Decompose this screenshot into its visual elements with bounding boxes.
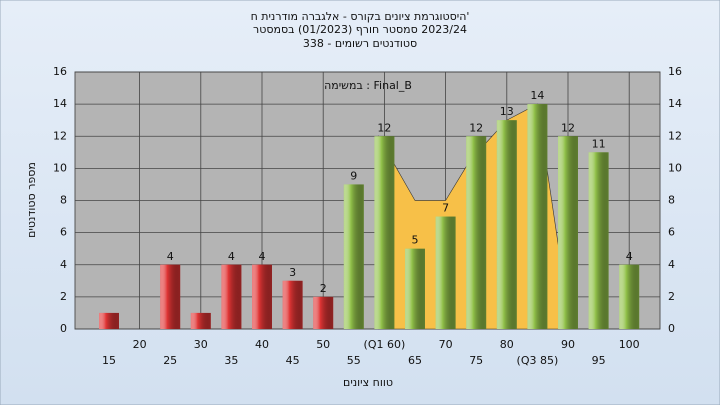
value-label: 4 [167, 250, 174, 263]
chart-subtitle: 2023/24 סמסטר חורף (01/2023) בסמסטר [253, 23, 467, 36]
bar-shade [588, 152, 609, 329]
value-label: 5 [412, 234, 419, 247]
y2-tick-label: 6 [668, 226, 675, 239]
y2-tick-label: 8 [668, 194, 675, 207]
value-label: 2 [320, 282, 327, 295]
y2-tick-label: 2 [668, 290, 675, 303]
value-label: 12 [561, 121, 575, 134]
y2-tick-label: 14 [668, 97, 682, 110]
bar-shade [343, 184, 364, 329]
y2-tick-label: 16 [668, 65, 682, 78]
bar-shade [160, 264, 181, 329]
y-tick-label: 6 [60, 226, 67, 239]
bar-shade [252, 264, 272, 329]
bar-shade [496, 120, 517, 329]
value-label: 4 [259, 250, 266, 263]
bar-shade [527, 104, 548, 329]
x-tick-label: 55 [347, 354, 361, 367]
y-tick-label: 0 [60, 322, 67, 335]
bar-shade [99, 312, 119, 329]
bar-shade [190, 312, 211, 329]
bar-shade [405, 248, 425, 329]
x-tick-label: 75 [469, 354, 483, 367]
x-tick-label: 95 [592, 354, 606, 367]
bar-shade [466, 136, 487, 329]
chart-title: היסטוגרמת ציונים בקורס - אלגברה מודרנית … [251, 10, 470, 23]
y-tick-label: 16 [53, 65, 67, 78]
x-axis-label: טווח ציונים [343, 376, 393, 389]
bar-shade [374, 136, 395, 329]
y-tick-label: 4 [60, 258, 67, 271]
x-tick-label: 100 [619, 338, 640, 351]
x-tick-label: 20 [133, 338, 147, 351]
x-tick-label: 70 [439, 338, 453, 351]
bar-shade [435, 216, 456, 329]
value-label: 9 [350, 169, 357, 182]
x-tick-label: 40 [255, 338, 269, 351]
x-tick-label: 90 [561, 338, 575, 351]
x-tick-label: 15 [102, 354, 116, 367]
bar-shade [221, 264, 242, 329]
x-tick-label: 65 [408, 354, 422, 367]
x-tick-label: 45 [286, 354, 300, 367]
x-tick-label: 30 [194, 338, 208, 351]
value-label: 14 [530, 89, 544, 102]
y-tick-label: 14 [53, 97, 67, 110]
value-label: 11 [592, 137, 606, 150]
value-label: 12 [377, 121, 391, 134]
x-tick-label: 35 [224, 354, 238, 367]
bar-shade [282, 280, 303, 329]
y-axis-label: מספר סטודנטים [25, 162, 38, 238]
x-tick-label: 80 [500, 338, 514, 351]
x-tick-label: (Q3 85) [517, 354, 559, 367]
y-tick-label: 2 [60, 290, 67, 303]
bar-shade [313, 296, 334, 329]
value-label: 4 [228, 250, 235, 263]
bar-shade [619, 264, 640, 329]
value-label: 12 [469, 121, 483, 134]
value-label: 13 [500, 105, 514, 118]
chart-subtitle: סטודנטים רשומים - 338 [303, 37, 417, 50]
value-label: 7 [442, 202, 449, 215]
value-label: 4 [626, 250, 633, 263]
bar-shade [558, 136, 578, 329]
x-tick-label: (Q1 60) [364, 338, 406, 351]
y2-tick-label: 0 [668, 322, 675, 335]
x-tick-label: 50 [316, 338, 330, 351]
annotation: במשימה : Final_B [324, 79, 412, 92]
y-tick-label: 12 [53, 129, 67, 142]
x-tick-label: 25 [163, 354, 177, 367]
y2-tick-label: 10 [668, 161, 682, 174]
y-tick-label: 10 [53, 161, 67, 174]
y2-tick-label: 4 [668, 258, 675, 271]
y2-tick-label: 12 [668, 129, 682, 142]
y-tick-label: 8 [60, 194, 67, 207]
value-label: 3 [289, 266, 296, 279]
